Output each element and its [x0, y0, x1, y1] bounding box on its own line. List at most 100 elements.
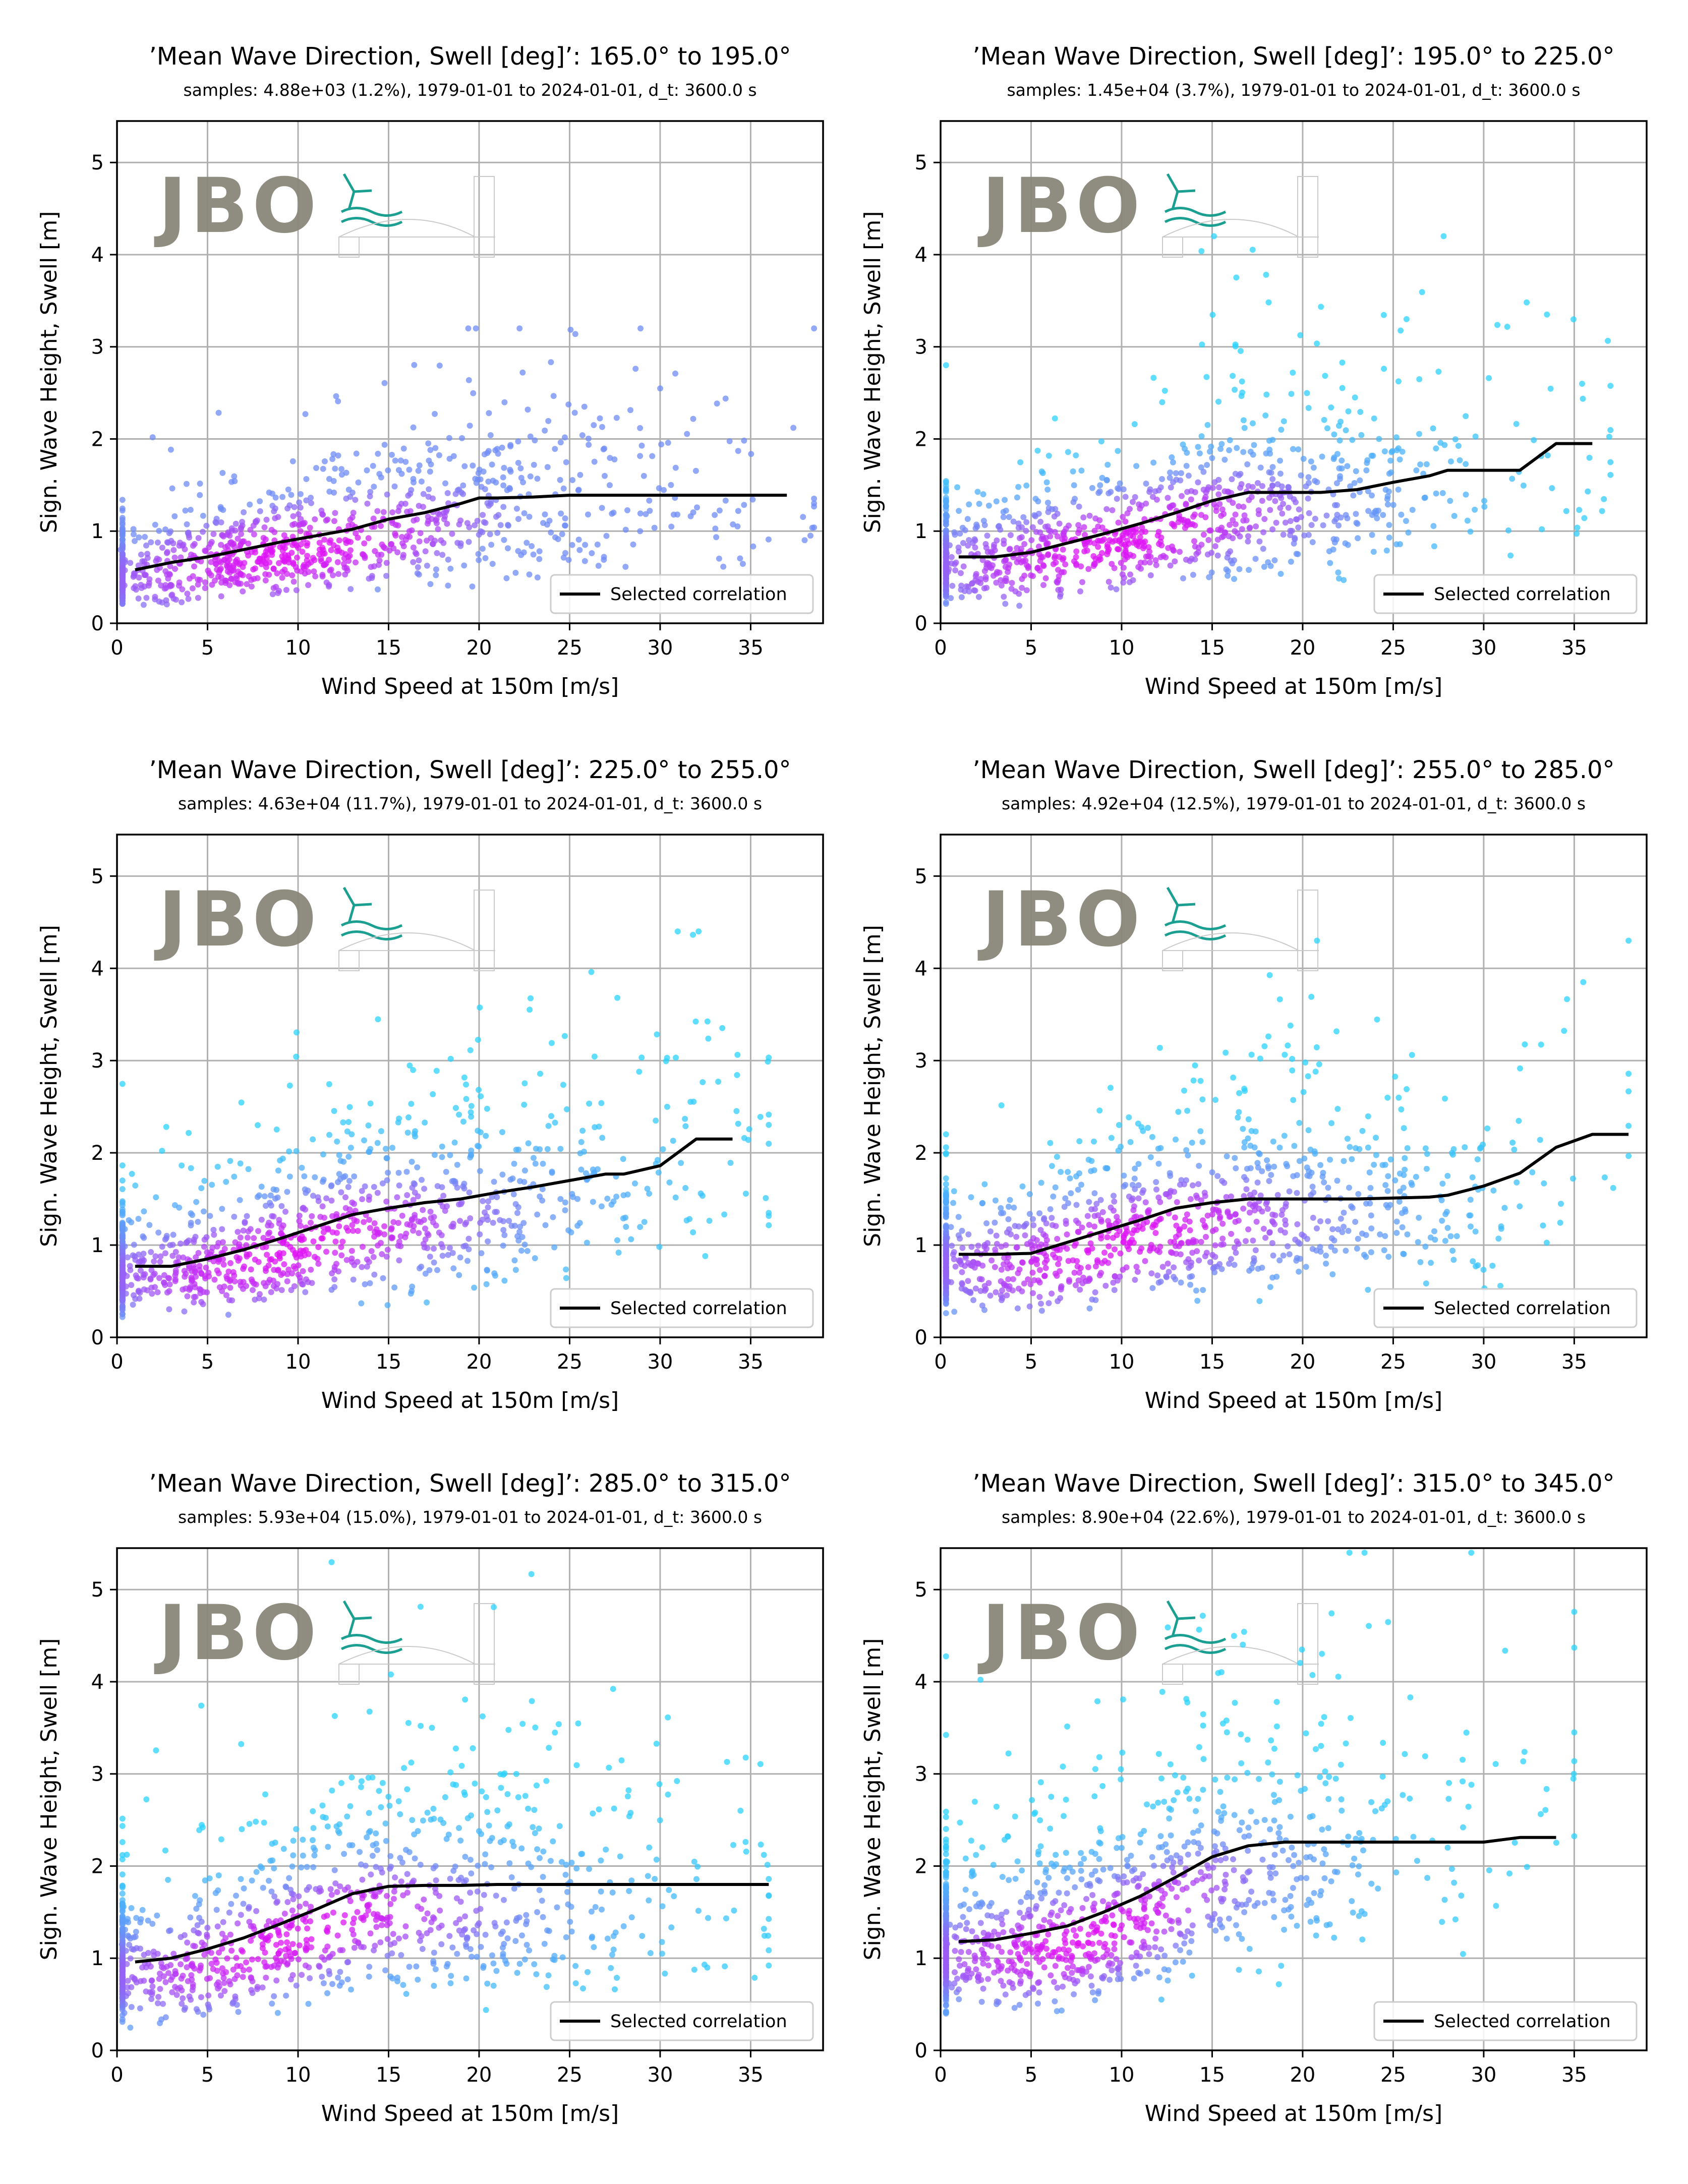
scatter-point [338, 1780, 344, 1786]
scatter-point [1625, 937, 1632, 944]
scatter-point [613, 415, 620, 421]
scatter-point [124, 1852, 130, 1858]
scatter-point [1574, 530, 1580, 537]
scatter-point [427, 447, 434, 453]
scatter-point [704, 1018, 711, 1025]
scatter-point [1276, 1144, 1283, 1151]
scatter-point [428, 1215, 434, 1221]
scatter-point [1368, 1225, 1375, 1232]
scatter-point [1570, 316, 1577, 323]
scatter-point [1234, 1238, 1240, 1245]
scatter-point [1241, 1139, 1248, 1145]
scatter-point [1138, 529, 1145, 536]
scatter-point [1264, 1206, 1271, 1212]
scatter-point [569, 542, 575, 548]
scatter-point [304, 542, 310, 549]
scatter-point [1277, 470, 1284, 477]
scatter-point [1213, 508, 1219, 514]
scatter-point [956, 508, 962, 514]
scatter-point [1149, 1134, 1155, 1140]
scatter-point [1383, 547, 1390, 554]
scatter-point [345, 1119, 352, 1125]
scatter-point [391, 1284, 398, 1291]
scatter-point [1023, 482, 1030, 489]
x-tick-label: 0 [934, 1350, 947, 1374]
scatter-point [192, 1293, 199, 1300]
scatter-point [410, 544, 417, 551]
scatter-point [1150, 375, 1157, 381]
scatter-point [119, 507, 126, 514]
scatter-point [1060, 555, 1067, 561]
scatter-point [665, 1714, 671, 1721]
scatter-point [949, 582, 956, 589]
scatter-point [1531, 437, 1537, 443]
scatter-point [1224, 1153, 1230, 1159]
scatter-point [315, 1244, 322, 1250]
scatter-point [479, 1713, 486, 1720]
scatter-point [1430, 523, 1437, 529]
scatter-point [1580, 979, 1587, 985]
scatter-point [1167, 1172, 1174, 1179]
scatter-point [329, 1787, 335, 1794]
scatter-point [389, 1145, 395, 1151]
scatter-point [1291, 1143, 1298, 1149]
scatter-point [478, 1831, 484, 1837]
scatter-point [250, 522, 257, 529]
scatter-point [734, 1072, 740, 1078]
scatter-point [1293, 516, 1299, 522]
scatter-point [1271, 557, 1278, 564]
scatter-point [1129, 1236, 1135, 1243]
scatter-point [517, 465, 524, 471]
scatter-point [1388, 449, 1395, 455]
scatter-point [671, 1893, 677, 1900]
scatter-point [586, 442, 592, 448]
scatter-point [550, 393, 557, 399]
scatter-point [303, 1247, 309, 1253]
y-tick-label: 4 [915, 244, 927, 267]
logo-wave [1164, 217, 1227, 227]
scatter-point [1022, 557, 1029, 564]
scatter-point [1195, 444, 1201, 450]
scatter-point [313, 465, 319, 471]
scatter-point [1386, 522, 1392, 528]
scatter-point [1006, 514, 1012, 520]
scatter-point [520, 549, 527, 556]
scatter-point [532, 1724, 539, 1731]
scatter-point [195, 581, 201, 588]
scatter-point [1085, 566, 1092, 572]
scatter-point [531, 1155, 537, 1161]
scatter-point [1218, 1266, 1225, 1272]
scatter-point [1153, 562, 1159, 568]
scatter-point [1320, 522, 1326, 528]
scatter-point [215, 573, 221, 580]
logo-bridge-icon [338, 890, 495, 971]
scatter-point [289, 1247, 296, 1253]
scatter-point [1081, 524, 1087, 530]
scatter-point [1206, 574, 1212, 580]
scatter-point [510, 1191, 517, 1198]
scatter-point [1003, 575, 1009, 581]
scatter-point [475, 1037, 481, 1043]
scatter-point [202, 579, 208, 585]
x-tick-label: 0 [110, 1350, 123, 1374]
scatter-point [1296, 1158, 1303, 1164]
scatter-point [1339, 360, 1346, 366]
scatter-point [1120, 486, 1127, 493]
scatter-point [1298, 472, 1304, 479]
scatter-point [975, 1243, 981, 1249]
scatter-point [765, 1058, 771, 1065]
scatter-point [1091, 1223, 1098, 1230]
scatter-point [1261, 516, 1268, 522]
scatter-point [364, 1263, 370, 1270]
scatter-point [1104, 461, 1111, 468]
scatter-point [498, 1785, 504, 1791]
scatter-point [501, 1277, 508, 1284]
scatter-point [422, 1225, 428, 1232]
scatter-point [557, 477, 563, 483]
scatter-point [461, 463, 468, 469]
scatter-point [1469, 1174, 1476, 1180]
scatter-point [183, 1270, 189, 1277]
scatter-point [444, 520, 450, 527]
scatter-point [336, 1171, 342, 1177]
scatter-point [1399, 1210, 1405, 1216]
